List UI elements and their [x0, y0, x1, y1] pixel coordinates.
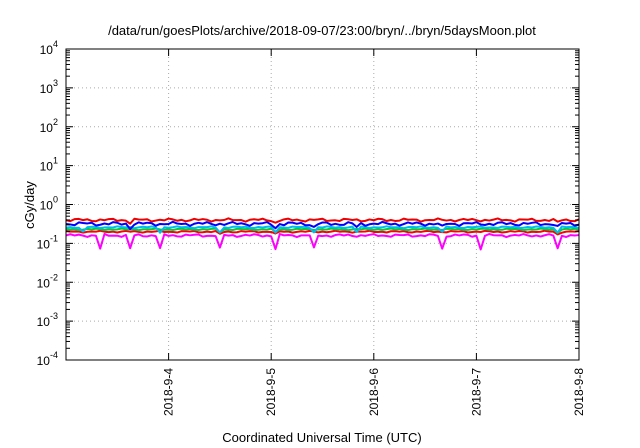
- y-tick-label: 10-4: [37, 350, 58, 368]
- y-tick-label: 10-2: [37, 272, 58, 290]
- x-ticks: 2018-9-4 2018-9-5 2018-9-6 2018-9-7 2018-9-8: [162, 49, 586, 416]
- series-line: [65, 227, 580, 234]
- x-axis-label: Coordinated Universal Time (UTC): [222, 430, 421, 445]
- y-tick-label: 101: [40, 156, 58, 174]
- x-tick-label: 2018-9-8: [572, 368, 586, 416]
- x-tick-label: 2018-9-6: [367, 368, 381, 416]
- y-tick-label: 104: [40, 39, 58, 57]
- y-ticks: 104 103 102 101 100 10-1 10-2 10-3 10-4: [37, 39, 579, 368]
- grid: [66, 49, 579, 360]
- x-tick-label: 2018-9-4: [162, 368, 176, 416]
- series-line: [65, 232, 580, 251]
- series-line: [65, 225, 580, 234]
- series-group: [65, 217, 580, 251]
- series-line: [65, 229, 580, 236]
- chart-title: /data/run/goesPlots/archive/2018-09-07/2…: [108, 23, 536, 38]
- y-axis-label: cGy/day: [22, 181, 37, 229]
- x-tick-label: 2018-9-7: [469, 368, 483, 416]
- y-tick-label: 100: [40, 195, 58, 213]
- y-tick-label: 10-1: [37, 233, 58, 251]
- series-line: [65, 217, 580, 225]
- y-tick-label: 102: [40, 117, 58, 135]
- y-tick-label: 103: [40, 78, 58, 96]
- x-tick-label: 2018-9-5: [264, 368, 278, 416]
- y-tick-label: 10-3: [37, 311, 58, 329]
- series-line: [65, 220, 580, 231]
